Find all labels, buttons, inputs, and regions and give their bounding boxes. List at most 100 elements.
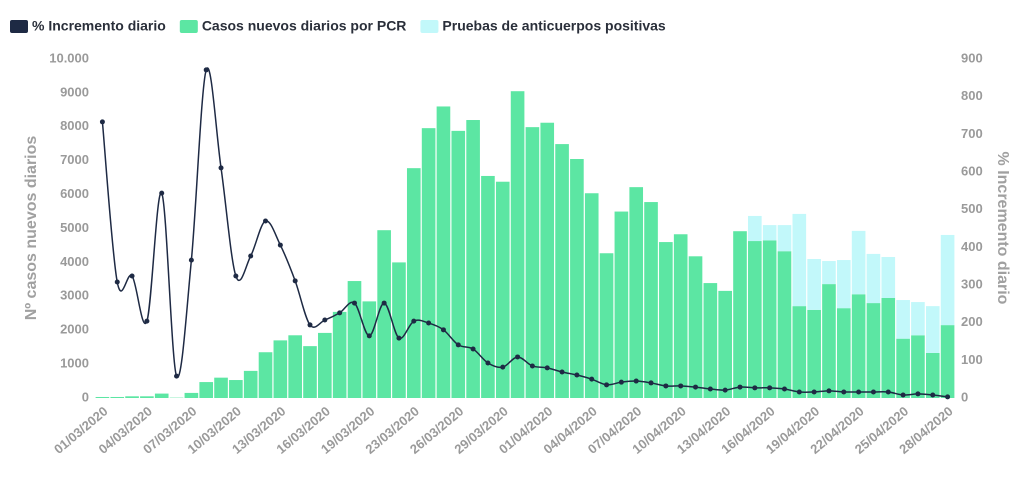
line-point (856, 389, 862, 395)
line-point (218, 165, 224, 171)
bar (362, 301, 377, 398)
bar (332, 311, 347, 398)
bar (762, 225, 777, 241)
line-point (174, 373, 180, 379)
bar (451, 130, 466, 399)
bar (318, 332, 332, 398)
bar (866, 303, 881, 398)
line-point (826, 388, 832, 394)
bar (644, 202, 658, 398)
bar (258, 352, 273, 398)
line-point (485, 360, 491, 366)
line-point (722, 387, 728, 393)
line-point (263, 218, 269, 224)
line-point (381, 300, 387, 306)
bar (881, 256, 896, 298)
line-point (114, 279, 120, 285)
line-point (737, 384, 743, 390)
line-point (500, 364, 506, 370)
bar (896, 338, 910, 398)
line-point (544, 365, 550, 371)
line-point (663, 383, 669, 389)
y-tick-label: 4000 (60, 254, 89, 269)
line-point (277, 242, 283, 248)
bar (614, 211, 629, 398)
line-point (841, 389, 847, 395)
y2-tick-label: 400 (961, 239, 983, 254)
bar (896, 300, 910, 339)
bar (822, 261, 836, 285)
bar (110, 396, 125, 398)
bar (140, 396, 154, 398)
bar (748, 241, 762, 398)
y-tick-label: 7000 (60, 152, 89, 167)
line-point (144, 318, 150, 324)
line-point (589, 376, 595, 382)
line-point (233, 273, 239, 279)
line-point (337, 310, 343, 316)
bar (347, 281, 362, 398)
line-point (900, 392, 906, 398)
bar (940, 234, 955, 326)
bar (807, 309, 821, 398)
bar (777, 251, 792, 398)
bar (154, 393, 169, 398)
line-point (307, 322, 313, 328)
line-point (470, 346, 476, 352)
line-point (885, 389, 891, 395)
bar (718, 290, 732, 398)
line-point (604, 382, 610, 388)
legend-swatch (420, 20, 439, 33)
y-tick-label: 6000 (60, 186, 89, 201)
y2-tick-label: 900 (961, 50, 983, 65)
bar (243, 370, 258, 398)
bar (792, 306, 807, 398)
line-point (455, 342, 461, 348)
line-point (188, 257, 194, 263)
y-tick-label: 3000 (60, 288, 89, 303)
bar (777, 225, 792, 252)
line-point (870, 389, 876, 395)
bar (555, 144, 569, 398)
line-point (322, 317, 328, 323)
bar (703, 283, 718, 398)
bar (822, 284, 836, 398)
line-point (945, 394, 951, 400)
y2-tick-label: 200 (961, 314, 983, 329)
bar (525, 127, 540, 398)
y2-tick-label: 100 (961, 352, 983, 367)
line-point (159, 190, 165, 196)
bar (377, 230, 391, 398)
bar (762, 240, 777, 398)
bar (214, 377, 228, 398)
bar (125, 396, 139, 398)
bar (392, 262, 406, 398)
line-point (752, 385, 758, 391)
line-point (633, 378, 639, 384)
y-tick-label: 0 (82, 389, 89, 404)
bar (851, 294, 866, 398)
line-point (99, 119, 105, 125)
line-point (767, 385, 773, 391)
bar (466, 120, 480, 399)
bar (851, 230, 866, 295)
bar (940, 325, 955, 398)
line-point (515, 354, 521, 360)
line-point (396, 335, 402, 341)
bar (911, 302, 925, 336)
line-point (693, 384, 699, 390)
line-point (292, 278, 298, 284)
bar (406, 168, 421, 398)
bar (659, 242, 673, 398)
line-point (915, 391, 921, 397)
y-tick-label: 1000 (60, 356, 89, 371)
bar (288, 335, 302, 398)
bar (273, 340, 288, 398)
bar (629, 187, 644, 398)
y-tick-label: 8000 (60, 118, 89, 133)
line-point (248, 253, 254, 259)
bar (95, 396, 110, 398)
legend-label: % Incremento diario (32, 18, 166, 34)
bar (199, 382, 214, 398)
